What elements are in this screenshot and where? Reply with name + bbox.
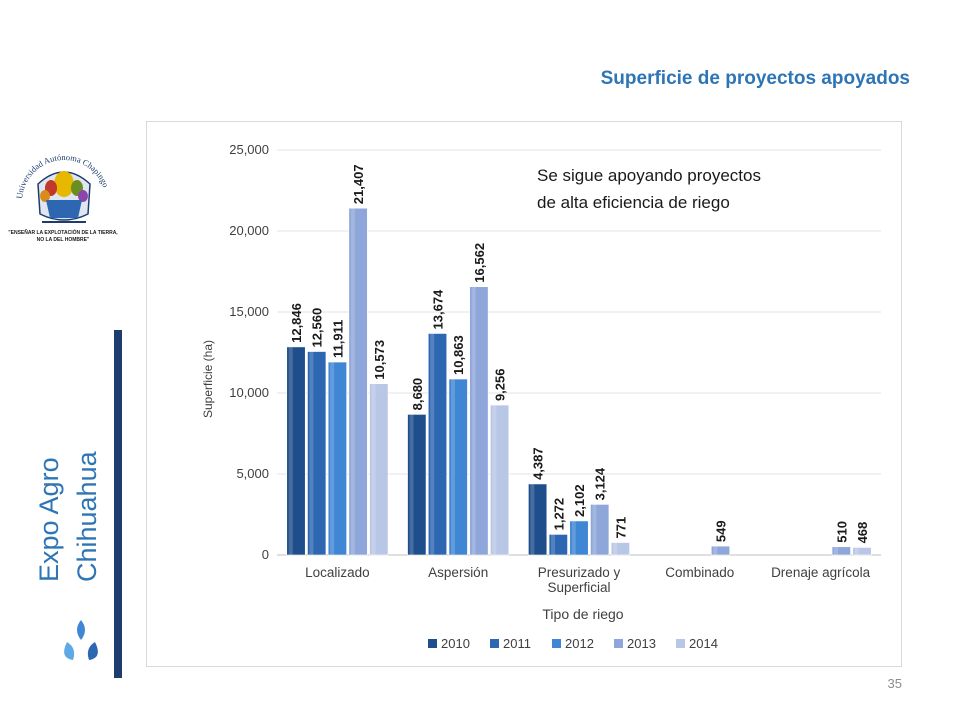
annotation: Se sigue apoyando proyectos de alta efic… [537, 162, 761, 216]
data-label: 2,102 [572, 484, 587, 517]
bar-highlight [530, 483, 535, 555]
water-drops-icon [55, 618, 107, 666]
data-label: 16,562 [472, 243, 487, 283]
data-label: 12,846 [289, 303, 304, 343]
bar-highlight [430, 333, 435, 555]
bar-highlight [492, 405, 497, 555]
data-label: 8,680 [410, 378, 425, 411]
logo-motto-line1: "ENSEÑAR LA EXPLOTACIÓN DE LA TIERRA, [8, 228, 118, 236]
logo-motto-line2: NO LA DEL HOMBRE" [37, 237, 90, 243]
side-divider-bar [114, 330, 122, 678]
annotation-line1: Se sigue apoyando proyectos [537, 166, 761, 185]
slide-title: Superficie de proyectos apoyados [600, 68, 910, 89]
legend-label-2010: 2010 [441, 636, 470, 651]
bar-highlight [409, 414, 414, 555]
bar-highlight [350, 208, 355, 555]
x-tick-label: Aspersión [428, 565, 488, 580]
data-label: 1,272 [551, 498, 566, 531]
x-tick-label: Superficial [547, 580, 610, 595]
bar-highlight [592, 504, 597, 555]
data-label: 549 [714, 520, 729, 542]
bar-2013-2 [590, 504, 610, 556]
bar-2011-2 [548, 534, 568, 556]
bar-highlight [551, 534, 556, 555]
annotation-line2: de alta eficiencia de riego [537, 193, 730, 212]
legend-label-2012: 2012 [565, 636, 594, 651]
bar-2011-0 [307, 351, 327, 556]
data-label: 21,407 [351, 164, 366, 204]
page-number: 35 [887, 676, 902, 691]
bar-chart: 0 5,000 10,000 15,000 20,000 25,000 Localizad… [201, 142, 881, 651]
bar-2013-1 [469, 286, 489, 556]
y-tick-label: 5,000 [236, 466, 269, 481]
legend-swatch-2011 [490, 639, 499, 648]
legend-label-2011: 2011 [503, 636, 531, 651]
legend-label-2014: 2014 [689, 636, 718, 651]
bar-2010-1 [407, 414, 427, 556]
data-label: 9,256 [493, 369, 508, 402]
x-tick-label: Localizado [305, 565, 370, 580]
data-label: 468 [855, 522, 870, 544]
bar-2012-1 [448, 378, 468, 556]
y-axis-title: Superficie (ha) [201, 340, 215, 418]
bar-highlight [288, 346, 293, 555]
y-tick-label: 15,000 [229, 304, 269, 319]
bar-2014-0 [369, 383, 389, 556]
data-label: 12,560 [310, 308, 325, 348]
data-label: 510 [834, 521, 849, 543]
x-axis-title: Tipo de riego [542, 606, 623, 622]
x-tick-label: Drenaje agrícola [771, 565, 871, 580]
bar-2013-4 [831, 546, 851, 556]
bar-highlight [713, 546, 718, 555]
data-label: 771 [613, 517, 628, 539]
legend-swatch-2013 [614, 639, 623, 648]
bar-highlight [471, 286, 476, 555]
university-logo: Universidad Autónoma Chapingo "ENSEÑAR L… [8, 140, 118, 250]
x-tick-label: Presurizado y [538, 565, 621, 580]
x-tick-label: Combinado [665, 565, 734, 580]
data-label: 11,911 [330, 320, 345, 358]
y-tick-label: 25,000 [229, 142, 269, 157]
bar-2011-1 [427, 333, 448, 556]
bar-2010-2 [528, 483, 548, 556]
side-title: Expo Agro Chihuahua [26, 398, 102, 588]
legend-swatch-2010 [428, 639, 437, 648]
data-label: 3,124 [593, 467, 608, 500]
y-tick-label: 10,000 [229, 385, 269, 400]
bar-highlight [371, 383, 376, 555]
side-title-line1: Expo Agro [34, 457, 64, 582]
chart-frame: 0 5,000 10,000 15,000 20,000 25,000 Localizad… [146, 121, 902, 667]
bar-highlight [330, 362, 335, 555]
data-label: 4,387 [531, 447, 546, 480]
bar-highlight [834, 546, 839, 555]
legend-swatch-2012 [552, 639, 561, 648]
legend-label-2013: 2013 [627, 636, 656, 651]
bar-2014-2 [610, 542, 630, 556]
data-label: 13,674 [431, 289, 446, 330]
side-title-line2: Chihuahua [72, 450, 98, 582]
data-label: 10,863 [451, 335, 466, 375]
legend-swatch-2014 [676, 639, 685, 648]
data-label: 10,573 [372, 340, 387, 380]
bar-2010-0 [286, 346, 306, 556]
bar-2014-4 [852, 547, 872, 556]
bar-highlight [309, 351, 314, 555]
bar-2014-1 [490, 404, 510, 556]
y-tick-label: 20,000 [229, 223, 269, 238]
bar-2013-3 [710, 545, 731, 556]
y-tick-label: 0 [262, 547, 269, 562]
bar-highlight [450, 379, 455, 555]
bar-2012-0 [327, 361, 347, 556]
bar-highlight [571, 520, 576, 555]
bar-highlight [854, 547, 859, 555]
bar-highlight [613, 542, 618, 555]
bar-2013-0 [348, 207, 368, 556]
bar-2012-2 [569, 520, 589, 556]
